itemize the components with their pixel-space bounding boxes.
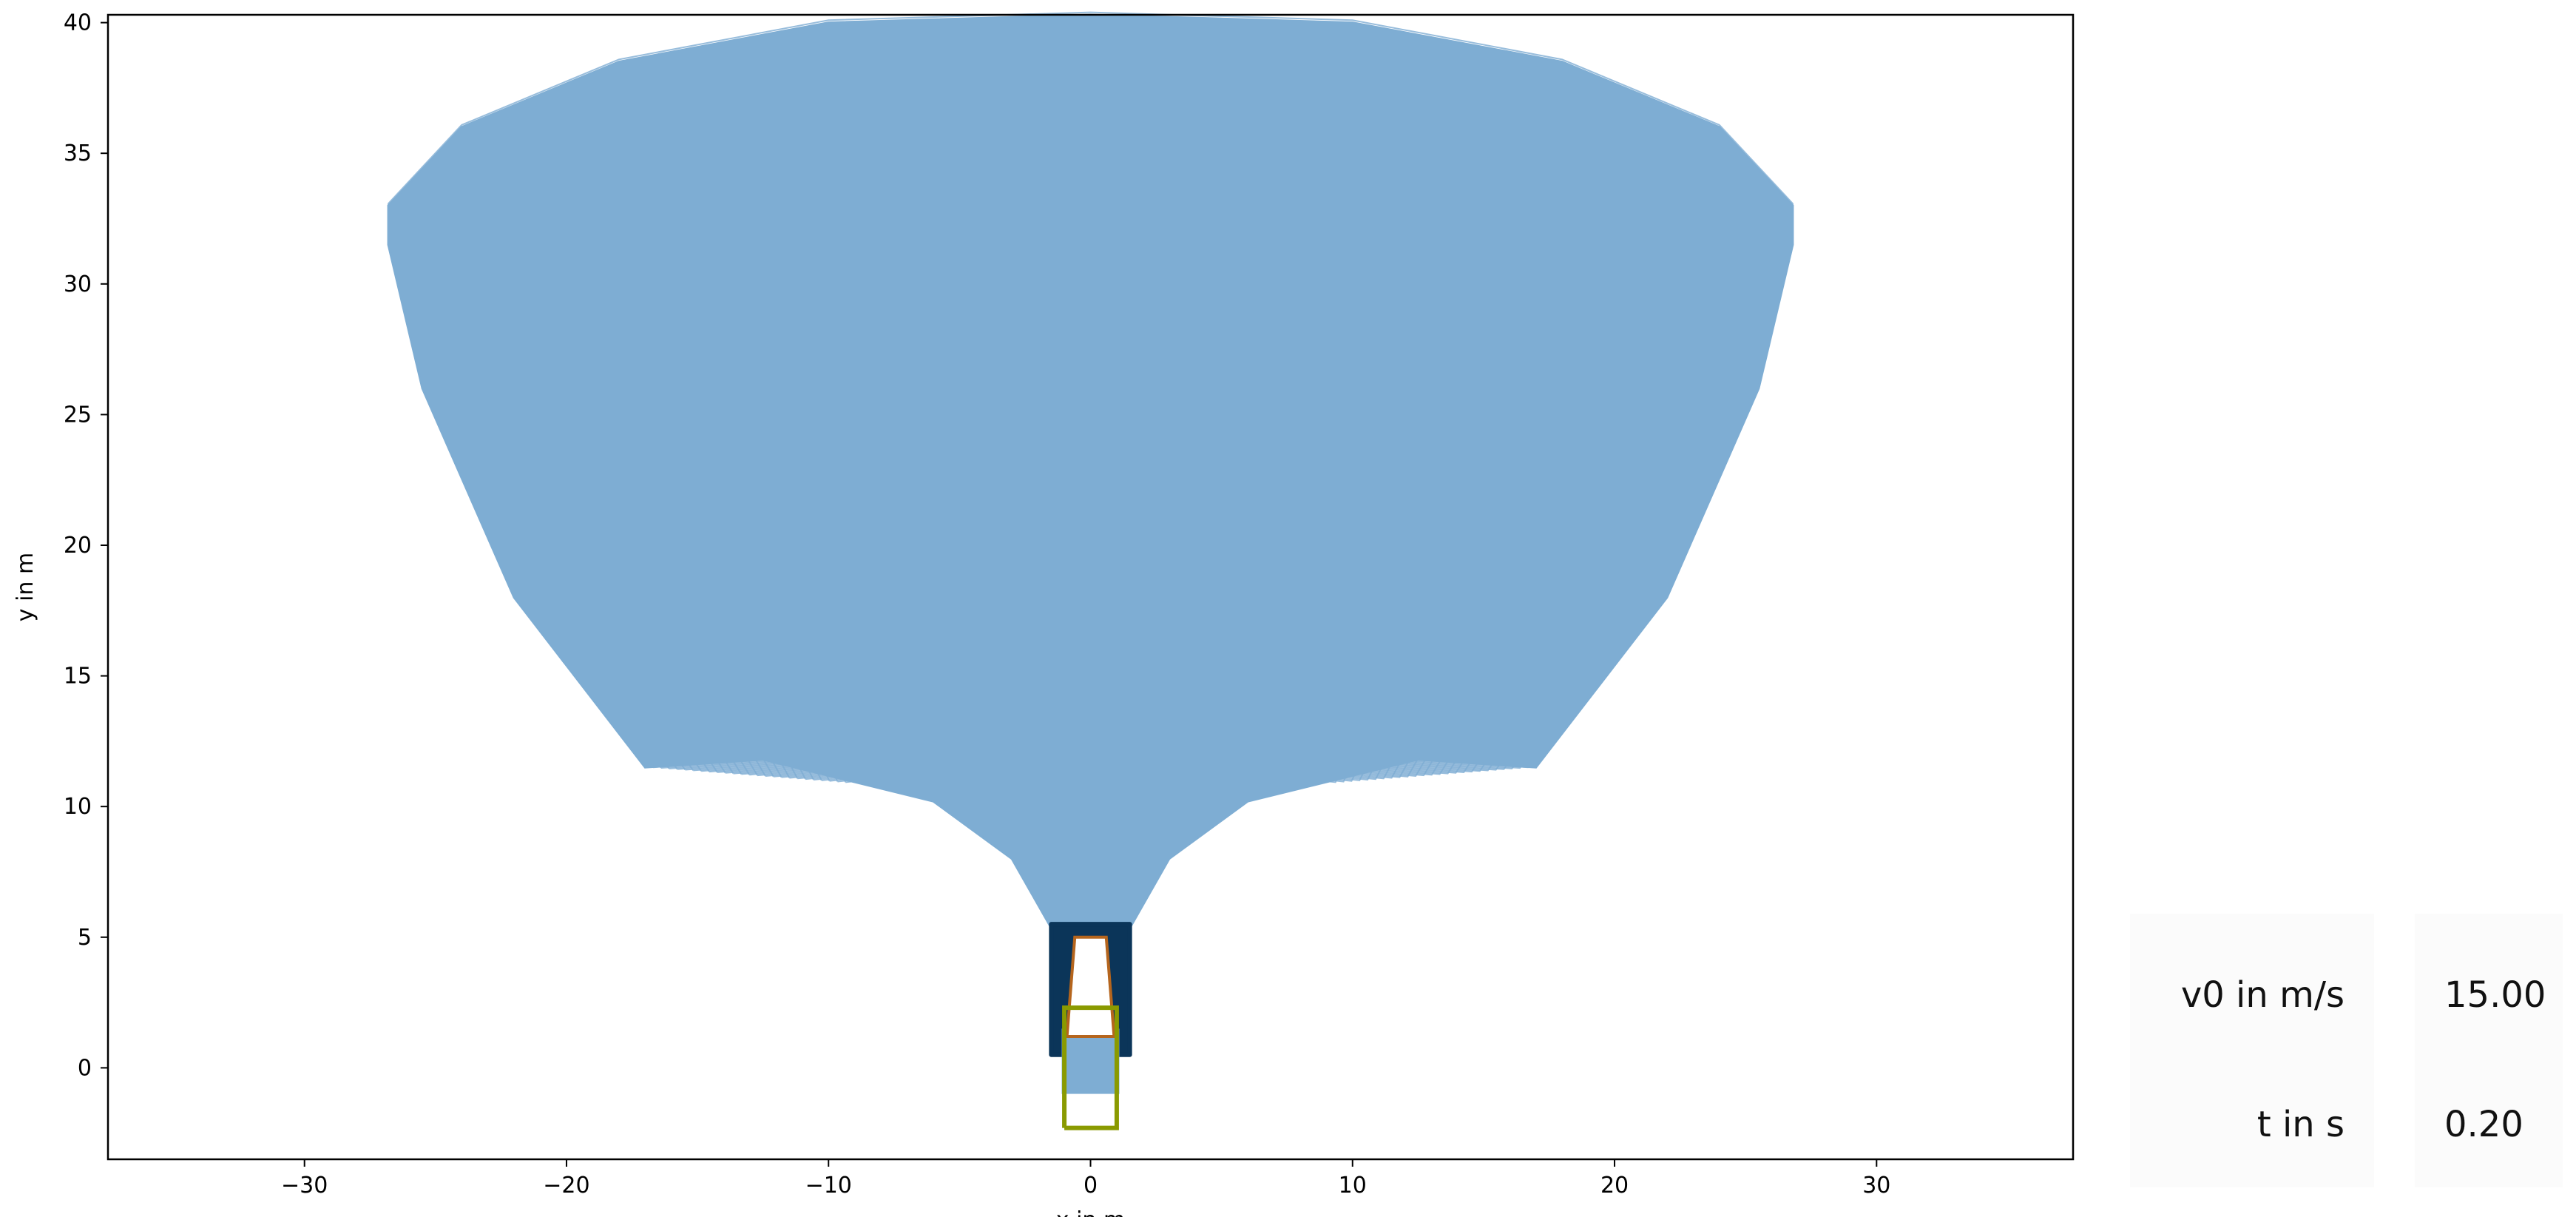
initial-state-box: [1062, 1005, 1119, 1130]
x-tick-label: 10: [1339, 1173, 1367, 1199]
y-tick-label: 5: [78, 925, 92, 951]
white-overlap-box: [1064, 1093, 1117, 1128]
t-label: t in s: [2130, 1039, 2374, 1187]
x-tick-label: 20: [1600, 1173, 1629, 1199]
vehicle-occupancy: [1049, 922, 1132, 1130]
reachable-set-envelope: [387, 13, 1794, 939]
y-tick-label: 10: [64, 794, 92, 820]
y-tick-label: 25: [64, 402, 92, 428]
y-axis-title: y in m: [13, 553, 38, 621]
y-tick-label: 20: [64, 533, 92, 559]
reachable-set-fill: [387, 13, 1794, 939]
y-axis: 0 5 10 15 20 25 30 35 40: [64, 10, 108, 1081]
x-axis-title: x in m: [1056, 1207, 1125, 1217]
y-tick-label: 15: [64, 664, 92, 690]
x-tick-label: −10: [805, 1173, 852, 1199]
vehicle-outline: [1065, 935, 1116, 1038]
x-tick-label: −20: [543, 1173, 589, 1199]
t-value[interactable]: 0.20: [2415, 1039, 2563, 1187]
x-tick-label: −30: [281, 1173, 328, 1199]
x-tick-label: 30: [1862, 1173, 1890, 1199]
y-tick-label: 0: [78, 1055, 92, 1081]
x-axis: −30 −20 −10 0 10 20 30: [281, 1159, 1890, 1199]
x-tick-label: 0: [1084, 1173, 1098, 1199]
y-tick-label: 30: [64, 272, 92, 297]
light-overlap-box: [1061, 1028, 1120, 1094]
y-tick-label: 35: [64, 141, 92, 166]
y-tick-label: 40: [64, 10, 92, 36]
